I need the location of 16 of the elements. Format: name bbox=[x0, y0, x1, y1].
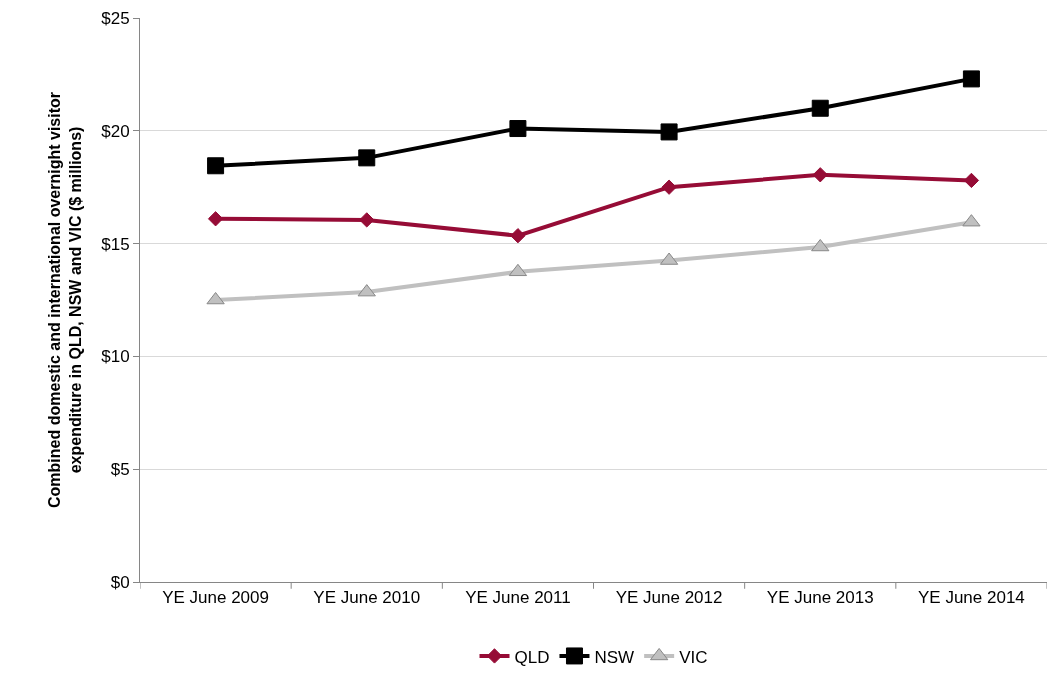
y-tick-label: $15 bbox=[101, 234, 130, 254]
x-tick-label: YE June 2011 bbox=[465, 588, 571, 608]
y-tick-label: $5 bbox=[110, 460, 130, 480]
y-axis-title: Combined domestic and international overnight visitor expenditure in QLD, NSW and VIC ($ millions) bbox=[46, 91, 85, 509]
x-tick-label: YE June 2014 bbox=[918, 588, 1025, 608]
y-tick-label: $10 bbox=[101, 347, 130, 367]
x-tick-label: YE June 2012 bbox=[615, 588, 723, 608]
y-tick-label: $20 bbox=[101, 121, 130, 141]
y-tick-label: $25 bbox=[101, 8, 130, 28]
x-tick-label: YE June 2010 bbox=[313, 588, 421, 608]
x-tick-label: YE June 2009 bbox=[162, 588, 269, 608]
legend-label: QLD bbox=[514, 647, 550, 667]
legend-label: VIC bbox=[679, 647, 708, 667]
x-tick-label: YE June 2013 bbox=[766, 588, 874, 608]
y-tick-label: $0 bbox=[110, 572, 130, 592]
legend-label: NSW bbox=[594, 647, 635, 667]
